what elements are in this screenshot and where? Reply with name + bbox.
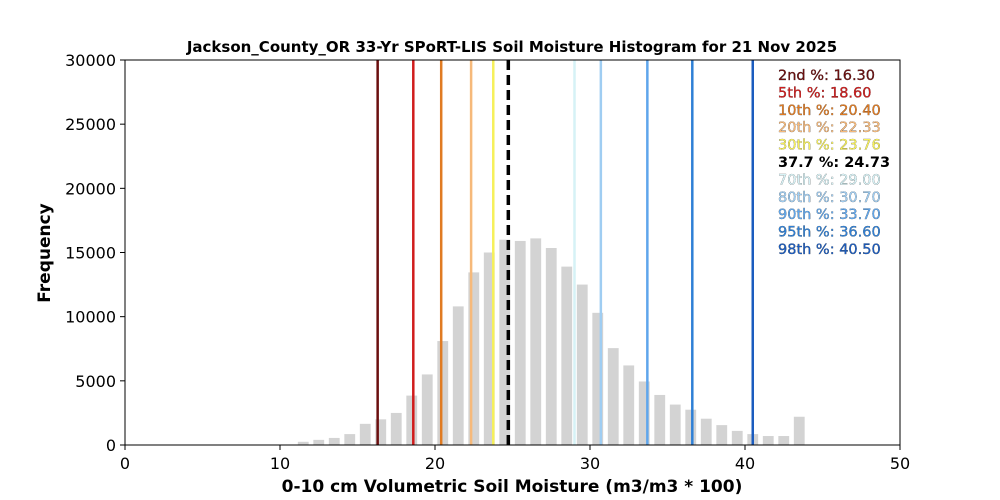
- x-tick-label: 30: [580, 454, 600, 473]
- histogram-bar: [437, 341, 449, 445]
- histogram-bar: [499, 239, 511, 445]
- legend-entry: 20th %: 22.33: [778, 120, 881, 136]
- histogram-bar: [778, 436, 790, 445]
- chart-title: Jackson_County_OR 33-Yr SPoRT-LIS Soil M…: [186, 38, 837, 56]
- histogram-bar: [685, 409, 697, 445]
- histogram-bar: [530, 238, 542, 445]
- histogram-bar: [669, 404, 681, 445]
- y-tick-label: 10000: [65, 308, 116, 327]
- y-tick-label: 30000: [65, 51, 116, 70]
- y-tick-label: 15000: [65, 244, 116, 263]
- legend-entry: 90th %: 33.70: [778, 207, 881, 223]
- y-tick-label: 20000: [65, 179, 116, 198]
- histogram-bar: [716, 425, 728, 445]
- x-tick-label: 0: [120, 454, 130, 473]
- histogram-bar: [359, 423, 371, 445]
- legend-entry: 70th %: 29.00: [778, 172, 881, 188]
- histogram-bar: [561, 266, 573, 445]
- histogram-bar: [592, 312, 604, 445]
- legend-entry: 30th %: 23.76: [778, 138, 881, 154]
- histogram-bar: [328, 437, 340, 445]
- y-tick-label: 0: [106, 436, 116, 455]
- histogram-bar: [700, 418, 712, 445]
- histogram-bar: [468, 272, 480, 445]
- y-tick-label: 5000: [75, 372, 116, 391]
- x-tick-label: 20: [425, 454, 445, 473]
- y-axis-ticks: 0 5000 10000 15000 20000 25000 30000: [65, 51, 125, 455]
- y-tick-label: 25000: [65, 115, 116, 134]
- histogram-bar: [406, 395, 418, 445]
- histogram-bars: [297, 238, 805, 445]
- x-axis-label: 0-10 cm Volumetric Soil Moisture (m3/m3 …: [282, 477, 743, 497]
- histogram-bar: [576, 284, 588, 445]
- histogram-bar: [638, 381, 650, 445]
- legend-entry: 10th %: 20.40: [778, 103, 881, 119]
- histogram-bar: [421, 374, 433, 445]
- x-tick-label: 40: [735, 454, 755, 473]
- legend-entry: 95th %: 36.60: [778, 225, 881, 241]
- histogram-bar: [452, 306, 464, 445]
- histogram-bar: [344, 434, 356, 445]
- x-tick-label: 10: [270, 454, 290, 473]
- histogram-bar: [390, 412, 402, 445]
- histogram-bar: [731, 430, 743, 445]
- x-axis-ticks: 0 10 20 30 40 50: [120, 445, 910, 473]
- legend-entry: 37.7 %: 24.73: [778, 155, 890, 171]
- legend-entry: 98th %: 40.50: [778, 242, 881, 258]
- legend-entry: 5th %: 18.60: [778, 85, 872, 101]
- legend-entry: 80th %: 30.70: [778, 190, 881, 206]
- percentile-lines: [376, 60, 754, 445]
- histogram-bar: [375, 419, 387, 445]
- histogram-bar: [654, 394, 666, 445]
- histogram-bar: [607, 348, 619, 445]
- y-axis-label: Frequency: [35, 203, 55, 303]
- histogram-bar: [514, 240, 526, 445]
- legend-entry: 2nd %: 16.30: [778, 68, 875, 84]
- histogram-bar: [297, 441, 309, 445]
- histogram-bar: [623, 365, 635, 445]
- histogram-bar: [483, 252, 495, 445]
- histogram-bar: [545, 248, 557, 445]
- x-tick-label: 50: [890, 454, 910, 473]
- histogram-bar: [762, 436, 774, 445]
- histogram-bar: [313, 439, 325, 445]
- histogram-bar: [793, 416, 805, 445]
